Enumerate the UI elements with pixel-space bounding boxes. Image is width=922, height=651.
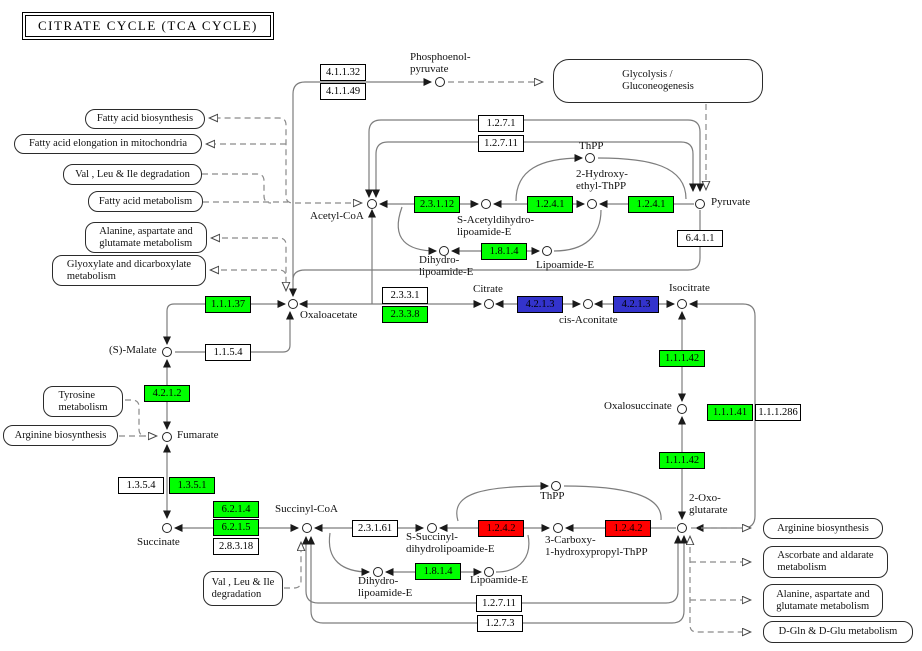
compound-node-s-acetyldihydrolipoamide-e[interactable] bbox=[481, 199, 491, 209]
ec-box-1.3.5.1[interactable]: 1.3.5.1 bbox=[169, 477, 215, 494]
compound-node-thpp-bottom[interactable] bbox=[551, 481, 561, 491]
compound-node-oxalosuccinate[interactable] bbox=[677, 404, 687, 414]
pathway-link-glycolysis-gluconeogenesis[interactable]: Glycolysis / Gluconeogenesis bbox=[553, 59, 763, 103]
compound-label-phosphoenolpyruvate: Phosphoenol- pyruvate bbox=[410, 51, 471, 75]
pathway-link-glyoxylate-dicarboxylate-metabolism[interactable]: Glyoxylate and dicarboxylate metabolism bbox=[52, 255, 206, 286]
compound-label-lipoamide-e-top: Lipoamide-E bbox=[536, 259, 595, 271]
ec-box-2.3.3.1[interactable]: 2.3.3.1 bbox=[382, 287, 428, 304]
compound-label-isocitrate: Isocitrate bbox=[669, 282, 710, 294]
pathway-link-ascorbate-aldarate-metabolism[interactable]: Ascorbate and aldarate metabolism bbox=[763, 546, 888, 578]
ec-box-2.3.1.61[interactable]: 2.3.1.61 bbox=[352, 520, 398, 537]
compound-label-3-carboxy-1-hydroxypropyl-thpp: 3-Carboxy- 1-hydroxypropyl-ThPP bbox=[545, 534, 648, 558]
ec-box-6.2.1.4[interactable]: 6.2.1.4 bbox=[213, 501, 259, 518]
compound-node-2-oxoglutarate[interactable] bbox=[677, 523, 687, 533]
pathway-link-val-leu-ile-degradation-bottom[interactable]: Val , Leu & Ile degradation bbox=[203, 571, 283, 606]
compound-label-cis-aconitate: cis-Aconitate bbox=[559, 314, 618, 326]
compound-node-cis-aconitate[interactable] bbox=[583, 299, 593, 309]
compound-node-acetyl-coa[interactable] bbox=[367, 199, 377, 209]
ec-box-1.3.5.4[interactable]: 1.3.5.4 bbox=[118, 477, 164, 494]
compound-label-s-malate: (S)-Malate bbox=[109, 344, 157, 356]
compound-label-s-acetyldihydrolipoamide-e: S-Acetyldihydro- lipoamide-E bbox=[457, 214, 534, 238]
compound-node-succinate[interactable] bbox=[162, 523, 172, 533]
compound-label-2-hydroxyethyl-thpp: 2-Hydroxy- ethyl-ThPP bbox=[576, 168, 628, 192]
compound-node-isocitrate[interactable] bbox=[677, 299, 687, 309]
compound-label-thpp-bottom: ThPP bbox=[540, 490, 565, 502]
ec-box-1.2.7.11[interactable]: 1.2.7.11 bbox=[476, 595, 522, 612]
compound-label-acetyl-coa: Acetyl-CoA bbox=[310, 210, 364, 222]
pathway-link-alanine-aspartate-glutamate-metabolism-right[interactable]: Alanine, aspartate and glutamate metabol… bbox=[763, 584, 883, 617]
ec-box-6.2.1.5[interactable]: 6.2.1.5 bbox=[213, 519, 259, 536]
compound-label-dihydrolipoamide-e-bottom: Dihydro- lipoamide-E bbox=[358, 575, 413, 599]
compound-node-pyruvate[interactable] bbox=[695, 199, 705, 209]
compound-node-s-malate[interactable] bbox=[162, 347, 172, 357]
ec-box-1.1.1.37[interactable]: 1.1.1.37 bbox=[205, 296, 251, 313]
compound-node-dihydrolipoamide-e-bottom[interactable] bbox=[373, 567, 383, 577]
ec-box-4.2.1.3[interactable]: 4.2.1.3 bbox=[517, 296, 563, 313]
map-title: CITRATE CYCLE (TCA CYCLE) bbox=[25, 15, 271, 37]
compound-node-oxaloacetate[interactable] bbox=[288, 299, 298, 309]
compound-label-oxalosuccinate: Oxalosuccinate bbox=[604, 400, 672, 412]
compound-node-3-carboxy-1-hydroxypropyl-thpp[interactable] bbox=[553, 523, 563, 533]
ec-box-1.1.5.4[interactable]: 1.1.5.4 bbox=[205, 344, 251, 361]
compound-node-citrate[interactable] bbox=[484, 299, 494, 309]
compound-label-lipoamide-e-bottom: Lipoamide-E bbox=[470, 574, 529, 586]
compound-node-succinyl-coa[interactable] bbox=[302, 523, 312, 533]
ec-box-1.2.4.1[interactable]: 1.2.4.1 bbox=[628, 196, 674, 213]
compound-label-oxaloacetate: Oxaloacetate bbox=[300, 309, 358, 321]
compound-label-succinate: Succinate bbox=[137, 536, 180, 548]
pathway-link-arginine-biosynthesis-left[interactable]: Arginine biosynthesis bbox=[3, 425, 118, 446]
map-title-box: CITRATE CYCLE (TCA CYCLE) bbox=[22, 12, 274, 40]
compound-label-2-oxoglutarate: 2-Oxo- glutarate bbox=[689, 492, 728, 516]
ec-box-1.2.4.1[interactable]: 1.2.4.1 bbox=[527, 196, 573, 213]
pathway-link-fatty-acid-elongation-in-mitochondria[interactable]: Fatty acid elongation in mitochondria bbox=[14, 134, 202, 154]
compound-node-phosphoenolpyruvate[interactable] bbox=[435, 77, 445, 87]
compound-label-pyruvate: Pyruvate bbox=[711, 196, 751, 208]
pathway-link-d-gln-d-glu-metabolism[interactable]: D-Gln & D-Glu metabolism bbox=[763, 621, 913, 643]
compound-label-thpp-top: ThPP bbox=[579, 140, 604, 152]
compound-node-lipoamide-e-bottom[interactable] bbox=[484, 567, 494, 577]
pathway-link-fatty-acid-biosynthesis[interactable]: Fatty acid biosynthesis bbox=[85, 109, 205, 129]
ec-box-1.2.7.1[interactable]: 1.2.7.1 bbox=[478, 115, 524, 132]
compound-label-dihydrolipoamide-e-top: Dihydro- lipoamide-E bbox=[419, 254, 474, 278]
ec-box-2.8.3.18[interactable]: 2.8.3.18 bbox=[213, 538, 259, 555]
ec-box-4.2.1.3[interactable]: 4.2.1.3 bbox=[613, 296, 659, 313]
ec-box-1.1.1.41[interactable]: 1.1.1.41 bbox=[707, 404, 753, 421]
ec-box-4.1.1.32[interactable]: 4.1.1.32 bbox=[320, 64, 366, 81]
ec-box-2.3.1.12[interactable]: 2.3.1.12 bbox=[414, 196, 460, 213]
compound-node-thpp-top[interactable] bbox=[585, 153, 595, 163]
pathway-link-val-leu-ile-degradation-top[interactable]: Val , Leu & Ile degradation bbox=[63, 164, 202, 185]
compound-node-s-succinyldihydrolipoamide-e[interactable] bbox=[427, 523, 437, 533]
compound-label-s-succinyldihydrolipoamide-e: S-Succinyl- dihydrolipoamide-E bbox=[406, 531, 495, 555]
compound-node-2-hydroxyethyl-thpp[interactable] bbox=[587, 199, 597, 209]
pathway-link-arginine-biosynthesis-right[interactable]: Arginine biosynthesis bbox=[763, 518, 883, 539]
compound-label-fumarate: Fumarate bbox=[177, 429, 219, 441]
compound-label-succinyl-coa: Succinyl-CoA bbox=[275, 503, 338, 515]
compound-node-dihydrolipoamide-e-top[interactable] bbox=[439, 246, 449, 256]
compound-node-fumarate[interactable] bbox=[162, 432, 172, 442]
ec-box-4.2.1.2[interactable]: 4.2.1.2 bbox=[144, 385, 190, 402]
compound-label-citrate: Citrate bbox=[473, 283, 503, 295]
compound-node-lipoamide-e-top[interactable] bbox=[542, 246, 552, 256]
ec-box-1.1.1.42[interactable]: 1.1.1.42 bbox=[659, 350, 705, 367]
ec-box-1.2.7.11[interactable]: 1.2.7.11 bbox=[478, 135, 524, 152]
ec-box-4.1.1.49[interactable]: 4.1.1.49 bbox=[320, 83, 366, 100]
ec-box-1.1.1.286[interactable]: 1.1.1.286 bbox=[755, 404, 801, 421]
pathway-link-tyrosine-metabolism[interactable]: Tyrosine metabolism bbox=[43, 386, 123, 417]
ec-box-1.1.1.42[interactable]: 1.1.1.42 bbox=[659, 452, 705, 469]
ec-box-6.4.1.1[interactable]: 6.4.1.1 bbox=[677, 230, 723, 247]
ec-box-1.2.4.2[interactable]: 1.2.4.2 bbox=[478, 520, 524, 537]
ec-box-1.2.4.2[interactable]: 1.2.4.2 bbox=[605, 520, 651, 537]
ec-box-1.8.1.4[interactable]: 1.8.1.4 bbox=[415, 563, 461, 580]
ec-box-2.3.3.8[interactable]: 2.3.3.8 bbox=[382, 306, 428, 323]
ec-box-1.8.1.4[interactable]: 1.8.1.4 bbox=[481, 243, 527, 260]
pathway-link-fatty-acid-metabolism[interactable]: Fatty acid metabolism bbox=[88, 191, 203, 212]
ec-box-1.2.7.3[interactable]: 1.2.7.3 bbox=[477, 615, 523, 632]
pathway-link-alanine-aspartate-glutamate-metabolism-left[interactable]: Alanine, aspartate and glutamate metabol… bbox=[85, 222, 207, 253]
